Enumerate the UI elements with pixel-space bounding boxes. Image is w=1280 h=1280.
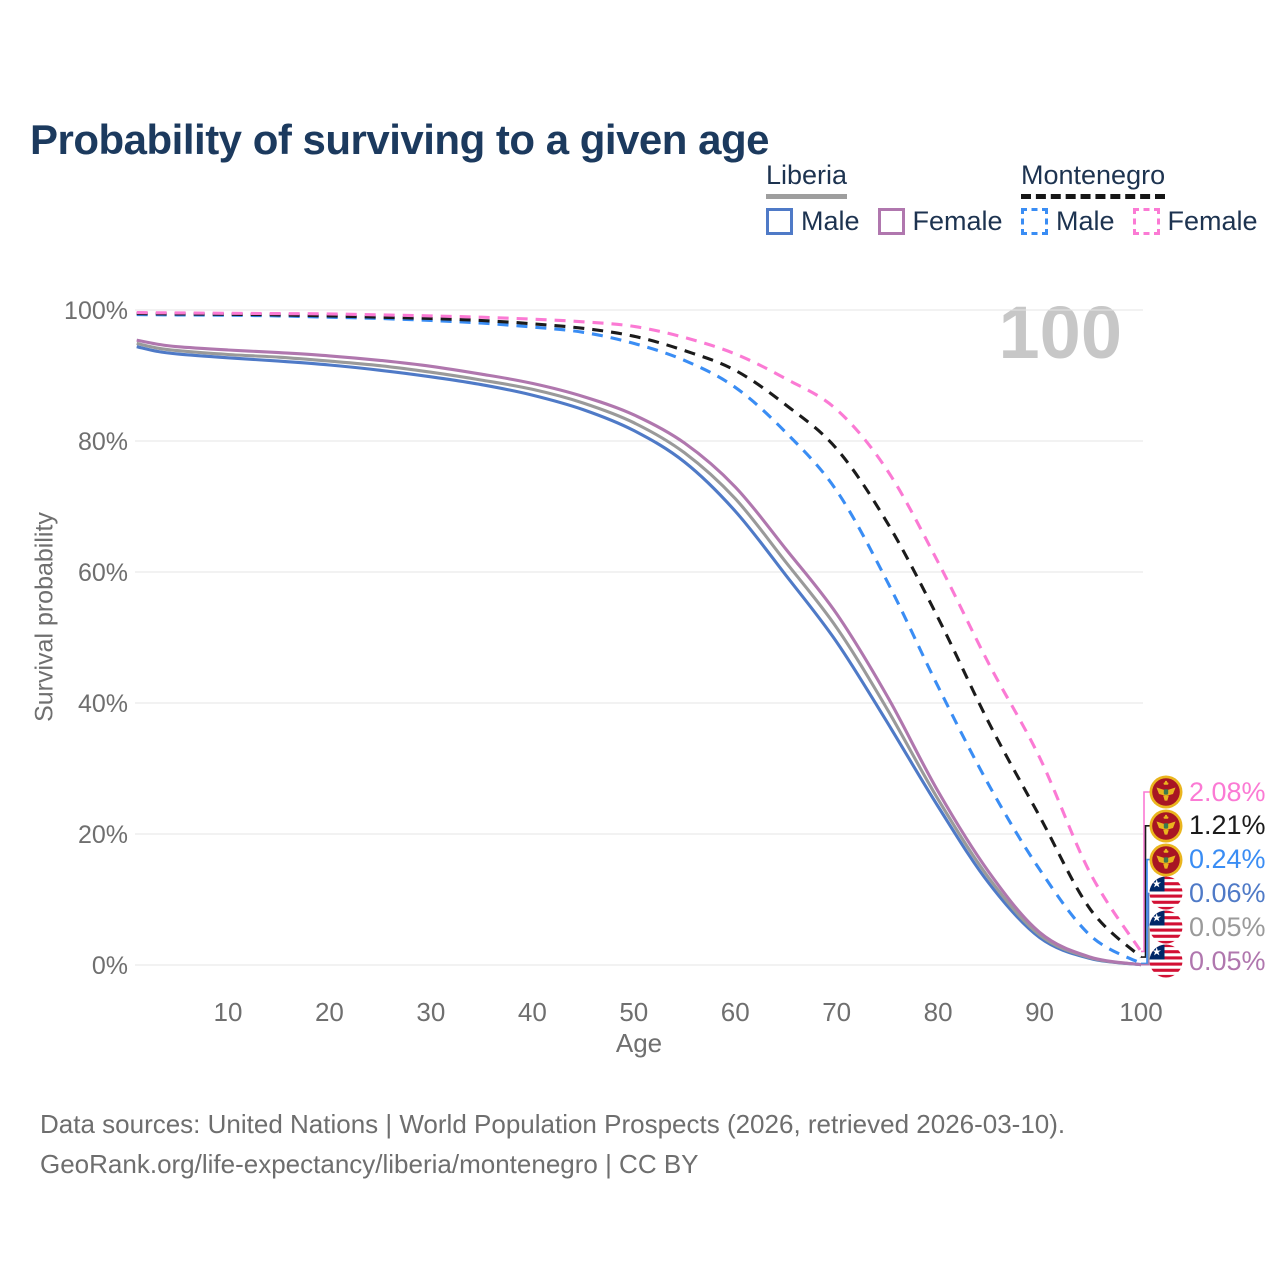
series-line-liberia-total: [136, 341, 1142, 967]
legend-swatch-liberia-male[interactable]: [766, 208, 793, 235]
liberia-flag-icon: [1149, 910, 1183, 944]
series-line-liberia-female: [136, 338, 1142, 967]
footer: Data sources: United Nations | World Pop…: [40, 1104, 1065, 1184]
liberia-flag-icon: [1149, 944, 1183, 978]
liberia-flag-icon: [1149, 876, 1183, 910]
x-tick-label: 100: [1119, 997, 1162, 1027]
x-tick-label: 20: [315, 997, 344, 1027]
end-label-liberia-total: 0.05%: [1149, 910, 1266, 944]
legend-items-montenegro: Male Female: [1021, 206, 1268, 237]
y-tick-label: 80%: [78, 428, 128, 456]
legend-swatch-liberia-female[interactable]: [877, 208, 905, 235]
y-tick-label: 0%: [92, 952, 128, 980]
end-label-montenegro-female: 2.08%: [1149, 775, 1266, 809]
legend-label-montenegro-male[interactable]: Male: [1056, 206, 1115, 236]
end-label-montenegro-total: 1.21%: [1149, 809, 1266, 843]
end-label-liberia-female: 0.05%: [1149, 944, 1266, 978]
footer-sources: Data sources: United Nations | World Pop…: [40, 1109, 1066, 1139]
series-line-montenegro-male: [136, 313, 1142, 965]
end-label-value: 0.24%: [1189, 844, 1266, 875]
y-tick-label: 40%: [78, 690, 128, 718]
legend-label-montenegro-female[interactable]: Female: [1167, 206, 1258, 236]
legend-group-montenegro: Montenegro Male Female: [1021, 160, 1268, 237]
age-indicator-watermark: 100: [998, 291, 1122, 374]
x-axis-title: Age: [615, 1028, 663, 1058]
legend-swatch-montenegro-male[interactable]: [1021, 208, 1048, 235]
x-tick-label: 30: [416, 997, 445, 1027]
x-tick-label: 10: [214, 997, 243, 1027]
footer-link: GeoRank.org/life-expectancy/liberia/mont…: [40, 1149, 699, 1179]
end-label-value: 2.08%: [1189, 776, 1266, 807]
x-tick-label: 80: [924, 997, 953, 1027]
montenegro-flag-icon: [1149, 775, 1183, 809]
x-tick-label: 40: [518, 997, 547, 1027]
legend-title-liberia[interactable]: Liberia: [766, 160, 848, 199]
end-label-montenegro-male: 0.24%: [1149, 843, 1266, 877]
x-tick-label: 50: [619, 997, 648, 1027]
series-line-montenegro-total: [136, 312, 1143, 959]
legend-title-montenegro[interactable]: Montenegro: [1021, 160, 1166, 199]
legend-label-liberia-female[interactable]: Female: [912, 206, 1003, 236]
legend-items-liberia: Male Female: [766, 206, 1013, 237]
series-line-liberia-male: [136, 345, 1142, 967]
montenegro-flag-icon: [1149, 843, 1183, 877]
montenegro-flag-icon: [1149, 809, 1183, 843]
x-tick-label: 60: [721, 997, 750, 1027]
end-label-value: 0.06%: [1189, 877, 1266, 908]
page-title: Probability of surviving to a given age: [30, 116, 769, 164]
y-tick-label: 20%: [78, 821, 128, 849]
legend-group-liberia: Liberia Male Female: [766, 160, 1013, 237]
y-tick-label: 60%: [78, 559, 128, 587]
legend-label-liberia-male[interactable]: Male: [801, 206, 860, 236]
x-tick-label: 90: [1025, 997, 1054, 1027]
end-label-value: 0.05%: [1189, 945, 1266, 976]
y-tick-label: 100%: [64, 297, 128, 325]
legend-swatch-montenegro-female[interactable]: [1132, 208, 1160, 235]
y-axis-title: Survival probability: [30, 512, 59, 722]
end-label-liberia-male: 0.06%: [1149, 876, 1266, 910]
end-label-value: 0.05%: [1189, 911, 1266, 942]
series-line-montenegro-female: [136, 311, 1143, 953]
x-tick-label: 70: [822, 997, 851, 1027]
end-label-value: 1.21%: [1189, 810, 1266, 841]
